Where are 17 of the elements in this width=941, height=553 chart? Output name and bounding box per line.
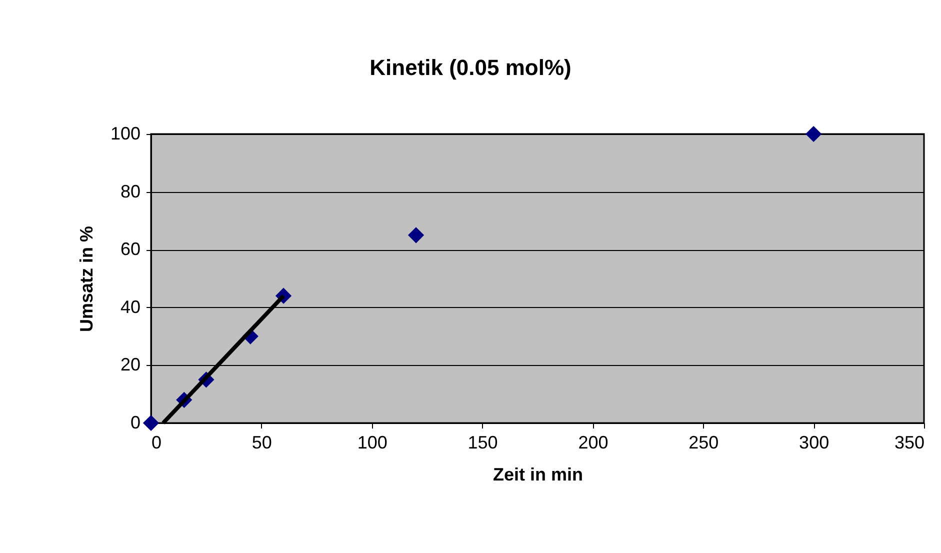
x-tick-label: 350 (894, 432, 924, 452)
y-tick-label: 100 (110, 124, 140, 144)
y-tick-label: 40 (120, 296, 140, 317)
chart-title: Kinetik (0.05 mol%) (370, 55, 572, 80)
y-axis-title: Umsatz in % (76, 226, 96, 332)
x-tick-label: 100 (357, 432, 388, 452)
y-tick-label: 80 (120, 181, 140, 202)
x-tick-label: 0 (152, 432, 162, 452)
y-tick-label: 60 (120, 239, 140, 260)
x-tick-label: 300 (799, 432, 830, 452)
x-tick-label: 200 (578, 432, 608, 452)
x-tick-label: 150 (468, 432, 498, 452)
x-tick-label: 50 (252, 432, 272, 452)
x-axis-title: Zeit in min (493, 464, 583, 484)
y-tick-label: 20 (120, 354, 140, 375)
y-tick-label: 0 (130, 412, 140, 432)
x-tick-label: 250 (688, 432, 719, 452)
